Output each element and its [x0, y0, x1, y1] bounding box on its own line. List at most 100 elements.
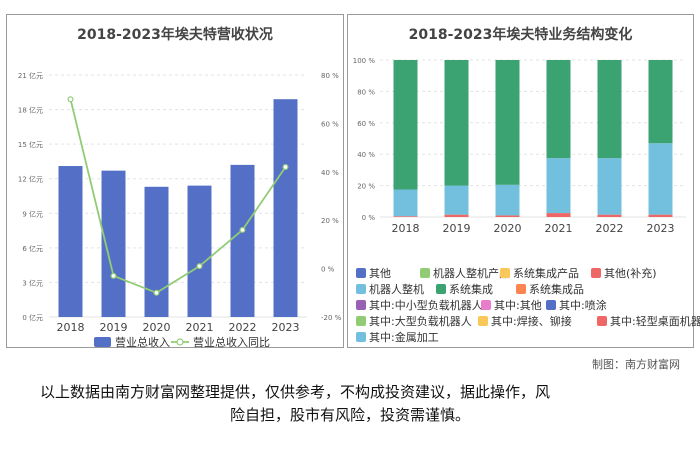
- x-axis-tick-label: 2022: [229, 321, 257, 334]
- right-axis-tick-label: 60 %: [321, 120, 339, 128]
- legend-swatch: [597, 316, 607, 326]
- stack-segment: [648, 214, 673, 217]
- left-axis-tick-label: 18 亿元: [18, 106, 43, 115]
- stack-segment: [444, 60, 469, 186]
- x-axis-tick-label: 2021: [545, 222, 573, 235]
- right-axis-tick-label: 40 %: [321, 169, 339, 177]
- stack-segment: [495, 184, 520, 216]
- revenue-chart-svg: 0 亿元 3 亿元 6 亿元 9 亿元 12 亿元 15 亿元 18 亿元 21 亿元 -20 …: [18, 71, 342, 349]
- legend-label: 其中:中小型负载机器人: [369, 299, 483, 312]
- y-axis-tick-label: 0 %: [362, 214, 376, 222]
- revenue-chart-panel: 2018-2023年埃夫特营收状况 0 亿元 3 亿元 6 亿元 9 亿元 12 亿元 1…: [6, 14, 344, 349]
- x-axis-tick-label: 2020: [143, 321, 171, 334]
- stack-segment: [444, 214, 469, 217]
- revenue-bar: [230, 164, 255, 317]
- stack-segment: [495, 215, 520, 217]
- legend-swatch: [516, 284, 526, 294]
- stack-segment: [597, 158, 622, 215]
- legend-swatch: [420, 268, 430, 278]
- x-axis-tick-label: 2019: [443, 222, 471, 235]
- legend-item: 其中:轻型桌面机器人: [597, 313, 700, 329]
- stack-segment: [597, 214, 622, 217]
- yoy-point: [67, 96, 74, 103]
- right-axis-tick-label: 80 %: [321, 72, 339, 80]
- legend-item: 其中:金属加工: [356, 329, 439, 345]
- legend-label: 系统集成: [449, 283, 493, 296]
- x-axis-tick-label: 2021: [186, 321, 214, 334]
- disclaimer: 以上数据由南方财富网整理提供，仅供参考，不构成投资建议，据此操作，风 险自担，股…: [40, 381, 660, 427]
- stack-segment: [393, 216, 418, 217]
- legend-swatch-revenue: [94, 337, 111, 347]
- x-axis-tick-label: 2020: [494, 222, 522, 235]
- legend-item: 机器人整机: [356, 281, 424, 297]
- left-axis-tick-label: 9 亿元: [22, 209, 43, 218]
- y-axis-tick-label: 100 %: [353, 57, 376, 65]
- revenue-bar: [58, 166, 83, 317]
- legend-swatch: [356, 300, 366, 310]
- stack-segment: [444, 185, 469, 215]
- stack-segment: [546, 60, 571, 159]
- stack-segment: [495, 60, 520, 185]
- legend-item: 机器人整机产品: [420, 265, 510, 281]
- legend-item: 其中:焊接、铆接: [478, 313, 572, 329]
- right-axis-tick-label: 0 %: [321, 266, 335, 274]
- legend-swatch: [500, 268, 510, 278]
- x-axis-tick-label: 2019: [100, 321, 128, 334]
- y-axis-tick-label: 40 %: [357, 151, 375, 159]
- legend-label: 其他: [369, 267, 391, 280]
- x-axis-tick-label: 2018: [57, 321, 85, 334]
- legend-item: 其他: [356, 265, 391, 281]
- legend-swatch: [356, 268, 366, 278]
- legend-swatch-yoy-marker: [176, 338, 184, 346]
- legend-label-revenue: 营业总收入: [115, 335, 170, 349]
- legend-item: 其中:大型负载机器人: [356, 313, 472, 329]
- legend-swatch: [356, 332, 366, 342]
- yoy-point: [153, 289, 160, 296]
- legend-label: 其中:焊接、铆接: [491, 315, 572, 328]
- legend-label: 其中:大型负载机器人: [369, 315, 472, 328]
- legend-label: 系统集成品: [529, 283, 584, 296]
- stack-segment: [648, 143, 673, 215]
- legend-item: 其中:其他: [481, 297, 542, 313]
- legend-swatch: [436, 284, 446, 294]
- legend-label: 其中:其他: [494, 299, 542, 312]
- x-axis-tick-label: 2023: [647, 222, 675, 235]
- left-axis-tick-label: 15 亿元: [18, 140, 43, 149]
- legend-item: 其中:中小型负载机器人: [356, 297, 483, 313]
- x-axis-tick-label: 2018: [392, 222, 420, 235]
- y-axis-tick-label: 60 %: [357, 120, 375, 128]
- legend-item: 系统集成品: [516, 281, 584, 297]
- legend-swatch: [356, 284, 366, 294]
- legend-swatch: [481, 300, 491, 310]
- chart-credit: 制图：南方财富网: [592, 358, 680, 371]
- y-axis-tick-label: 80 %: [357, 88, 375, 96]
- yoy-line: [69, 98, 287, 294]
- legend-label: 机器人整机: [369, 283, 424, 296]
- legend-swatch: [356, 316, 366, 326]
- structure-chart-title: 2018-2023年埃夫特业务结构变化: [408, 27, 633, 43]
- legend-item: 系统集成产品: [500, 265, 579, 281]
- left-axis-tick-label: 6 亿元: [22, 244, 43, 253]
- disclaimer-line-2: 险自担，股市有风险，投资需谨慎。: [229, 406, 470, 424]
- revenue-bar: [144, 186, 169, 317]
- stack-segment: [393, 189, 418, 217]
- structure-chart-panel: 2018-2023年埃夫特业务结构变化 0 % 20 % 40 % 60 % 80 % 1…: [347, 14, 700, 348]
- legend-swatch: [546, 300, 556, 310]
- legend-label: 其他(补充): [604, 267, 657, 280]
- x-axis-tick-label: 2022: [596, 222, 624, 235]
- stack-segment: [648, 60, 673, 144]
- revenue-bar: [187, 185, 212, 317]
- x-axis-tick-label: 2023: [272, 321, 300, 334]
- revenue-bar: [273, 99, 298, 317]
- stack-segment: [546, 213, 571, 217]
- legend-item: 其中:喷涂: [546, 297, 607, 313]
- yoy-point: [196, 263, 203, 270]
- revenue-chart-title: 2018-2023年埃夫特营收状况: [77, 27, 273, 43]
- legend-label: 系统集成产品: [513, 267, 579, 280]
- yoy-point: [110, 272, 117, 279]
- legend-label: 其中:轻型桌面机器人: [610, 315, 700, 328]
- legend-label: 机器人整机产品: [433, 267, 510, 280]
- left-axis-tick-label: 0 亿元: [22, 313, 43, 322]
- left-axis-tick-label: 3 亿元: [22, 278, 43, 287]
- yoy-point: [239, 226, 246, 233]
